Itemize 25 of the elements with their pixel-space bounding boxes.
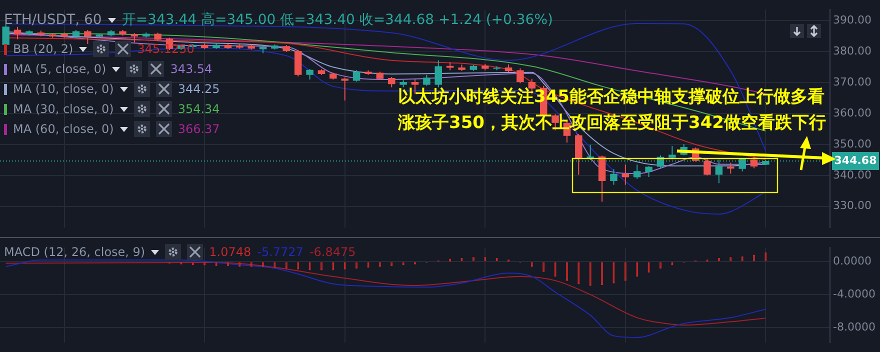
y-tick-label: 390.00	[833, 14, 872, 27]
annotation: 1.0748	[209, 245, 252, 259]
y-tick-label: -4.0000	[833, 287, 876, 300]
legend-label: MA (10, close, 0)	[13, 82, 114, 96]
y-tick-label: 330.00	[833, 199, 872, 212]
annotation: 354.34	[178, 102, 220, 116]
y-tick-label: 0.0000	[833, 254, 872, 268]
annotation: 344.25	[178, 82, 220, 96]
legend-label: MA (30, close, 0)	[13, 102, 114, 116]
y-tick-label: 370.00	[833, 75, 872, 88]
legend-label: MA (60, close, 0)	[13, 122, 114, 136]
y-tick-label: 360.00	[833, 106, 872, 120]
annotation: -6.8475	[309, 245, 356, 259]
y-tick-label: -8.0000	[833, 320, 876, 334]
ref-line-label: 344.68	[834, 154, 877, 167]
chart-title: MACD (12, 26, close, 9)	[4, 245, 146, 259]
y-tick-label: 350.00	[833, 137, 872, 150]
legend-label: MA (5, close, 0)	[13, 62, 106, 76]
legend-label: BB (20, 2)	[13, 42, 74, 56]
annotation: 343.54	[170, 62, 212, 76]
y-tick-label: 380.00	[833, 44, 872, 58]
chart-subtitle: 开=343.44 高=345.00 低=343.40 收=344.68 +1.24 (+0.36%)	[122, 11, 553, 29]
annotation: 366.37	[178, 122, 220, 136]
annotation: -5.7727	[257, 245, 304, 259]
y-tick-label: 340.00	[833, 168, 872, 182]
